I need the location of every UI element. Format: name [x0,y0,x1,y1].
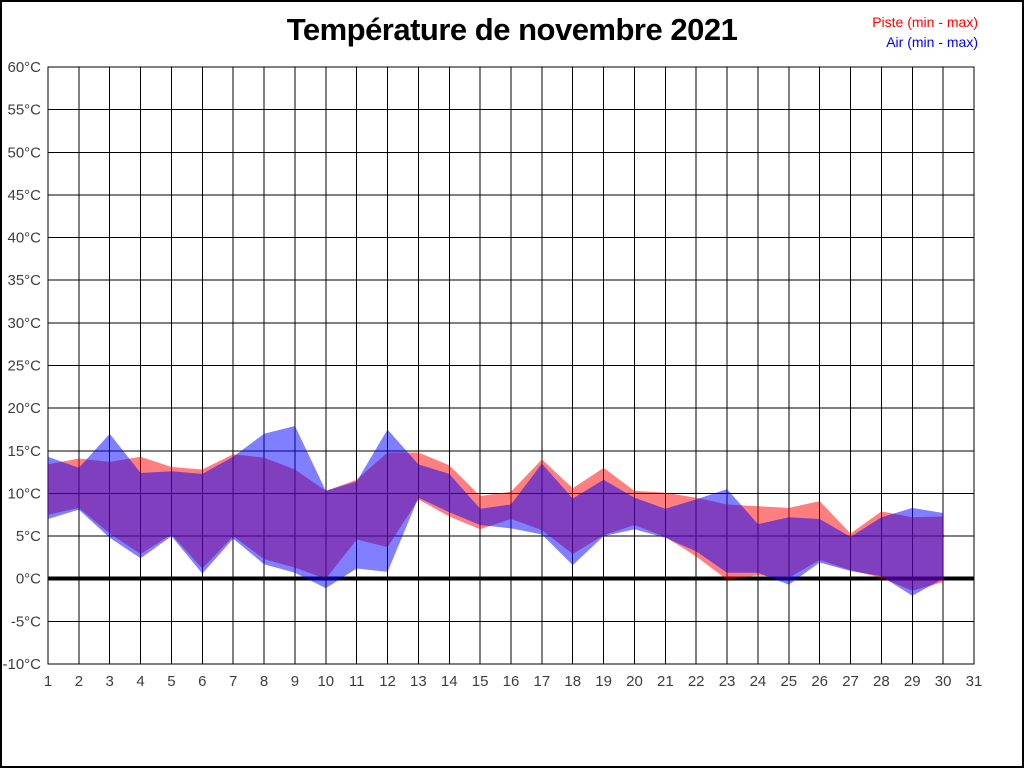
x-tick-label: 30 [935,673,952,690]
y-tick-label: 5°C [16,528,41,545]
x-tick-label: 25 [780,673,797,690]
x-tick-label: 9 [291,673,299,690]
x-tick-label: 31 [966,673,983,690]
y-tick-label: 55°C [7,102,41,119]
x-tick-label: 28 [873,673,890,690]
y-tick-label: -5°C [11,613,41,630]
x-tick-label: 26 [811,673,828,690]
x-tick-label: 14 [441,673,458,690]
legend-air-label: Air (min - max) [886,34,978,50]
x-tick-label: 18 [564,673,581,690]
x-tick-label: 5 [167,673,175,690]
y-tick-label: 10°C [7,485,41,502]
x-tick-label: 15 [472,673,489,690]
x-tick-label: 19 [595,673,612,690]
x-tick-label: 10 [317,673,334,690]
legend-piste-label: Piste (min - max) [872,14,978,30]
x-tick-label: 6 [198,673,206,690]
x-tick-label: 13 [410,673,427,690]
y-tick-label: 45°C [7,187,41,204]
x-tick-label: 8 [260,673,268,690]
x-tick-label: 17 [534,673,551,690]
air-band [48,426,944,596]
x-tick-label: 16 [503,673,520,690]
y-tick-label: 20°C [7,400,41,417]
y-tick-label: 15°C [7,443,41,460]
plot-frame [47,66,975,665]
x-tick-label: 2 [75,673,83,690]
chart-title: Température de novembre 2021 [286,12,738,47]
legend: Piste (min - max) Air (min - max) [872,12,978,52]
x-tick-label: 4 [136,673,144,690]
x-tick-label: 20 [626,673,643,690]
x-tick-label: 21 [657,673,674,690]
y-tick-label: 50°C [7,144,41,161]
y-tick-label: 30°C [7,315,41,332]
y-tick-label: 60°C [7,59,41,76]
x-tick-label: 1 [44,673,52,690]
x-tick-label: 7 [229,673,237,690]
x-tick-label: 3 [106,673,114,690]
x-tick-label: 12 [379,673,396,690]
y-tick-label: 0°C [16,571,41,588]
y-tick-label: 25°C [7,358,41,375]
x-tick-label: 11 [349,673,365,690]
x-tick-label: 22 [688,673,705,690]
x-tick-label: 23 [719,673,736,690]
y-tick-label: 35°C [7,272,41,289]
x-tick-label: 24 [750,673,767,690]
y-tick-label: -10°C [2,656,41,673]
y-tick-label: 40°C [7,230,41,247]
x-tick-label: 29 [904,673,921,690]
x-tick-label: 27 [842,673,859,690]
